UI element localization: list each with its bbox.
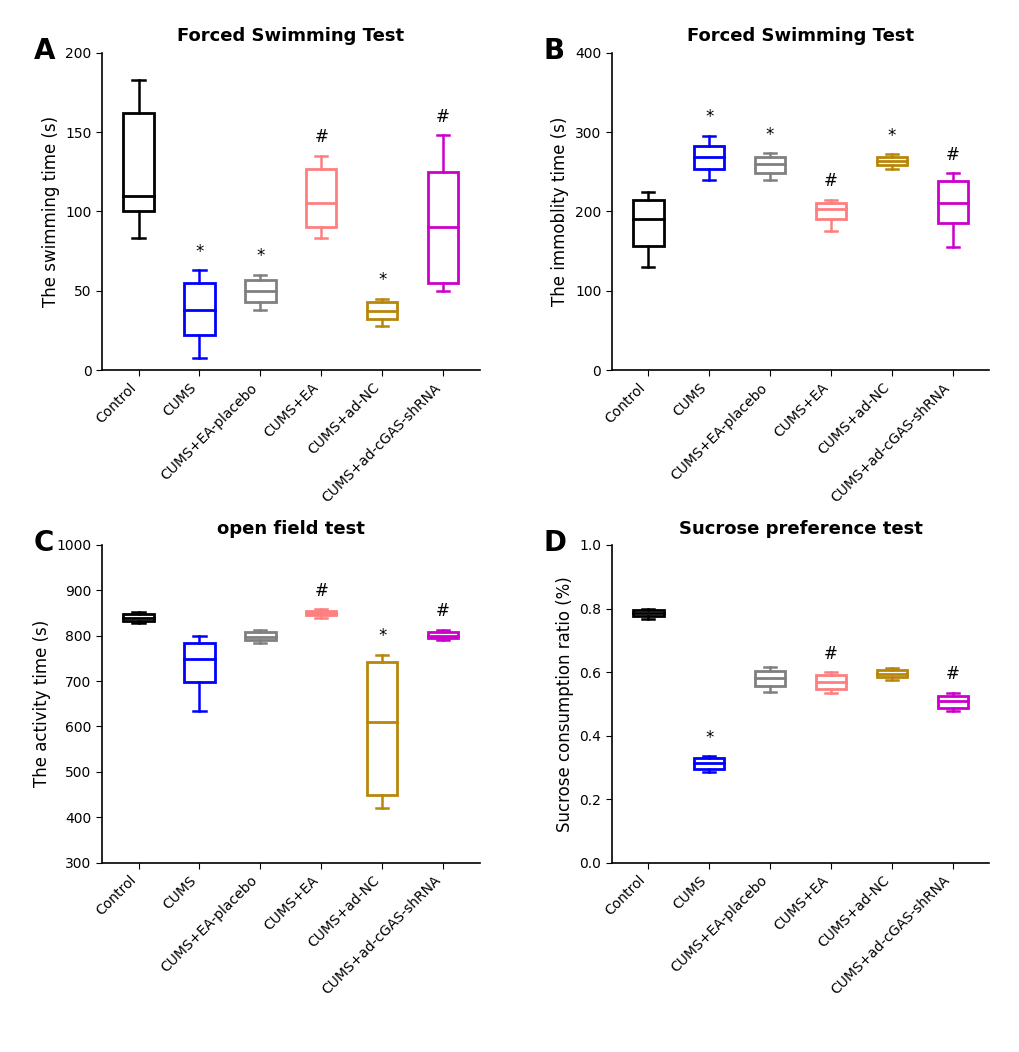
Text: #: # <box>436 603 449 621</box>
Bar <box>936 181 967 223</box>
Text: *: * <box>378 271 386 289</box>
Bar <box>427 632 458 638</box>
Bar <box>245 632 275 641</box>
Bar <box>633 610 663 616</box>
Text: C: C <box>34 529 54 558</box>
Bar <box>306 611 336 615</box>
Text: #: # <box>314 582 328 600</box>
Text: #: # <box>823 645 838 663</box>
Text: #: # <box>314 128 328 146</box>
Title: open field test: open field test <box>217 520 365 538</box>
Bar <box>815 675 846 689</box>
Text: B: B <box>543 37 565 65</box>
Bar <box>367 662 397 794</box>
Text: #: # <box>945 665 959 683</box>
Bar <box>876 670 906 677</box>
Text: *: * <box>378 627 386 645</box>
Bar <box>184 644 214 682</box>
Bar <box>693 758 723 769</box>
Bar <box>306 168 336 227</box>
Bar <box>367 302 397 320</box>
Text: *: * <box>765 126 773 144</box>
Bar <box>693 145 723 169</box>
Bar <box>754 671 785 686</box>
Bar <box>123 614 154 621</box>
Text: D: D <box>543 529 567 558</box>
Bar <box>633 200 663 245</box>
Y-axis label: The immoblity time (s): The immoblity time (s) <box>551 117 569 306</box>
Bar <box>754 158 785 174</box>
Bar <box>184 283 214 336</box>
Text: *: * <box>704 108 712 126</box>
Text: *: * <box>887 126 896 145</box>
Text: #: # <box>823 171 838 190</box>
Bar <box>815 203 846 220</box>
Bar <box>936 695 967 708</box>
Bar <box>245 280 275 302</box>
Y-axis label: The activity time (s): The activity time (s) <box>33 621 51 788</box>
Title: Sucrose preference test: Sucrose preference test <box>678 520 921 538</box>
Title: Forced Swimming Test: Forced Swimming Test <box>177 27 404 45</box>
Y-axis label: The swimming time (s): The swimming time (s) <box>42 116 59 307</box>
Text: #: # <box>945 146 959 164</box>
Bar <box>427 171 458 283</box>
Bar <box>876 158 906 165</box>
Bar <box>123 113 154 211</box>
Text: *: * <box>256 247 264 265</box>
Text: A: A <box>34 37 55 65</box>
Text: #: # <box>436 107 449 125</box>
Text: *: * <box>704 729 712 747</box>
Title: Forced Swimming Test: Forced Swimming Test <box>687 27 913 45</box>
Text: *: * <box>195 243 204 261</box>
Y-axis label: Sucrose consumption ratio (%): Sucrose consumption ratio (%) <box>555 575 574 832</box>
